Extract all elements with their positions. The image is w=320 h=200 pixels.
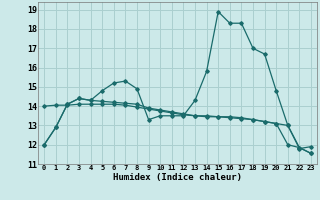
X-axis label: Humidex (Indice chaleur): Humidex (Indice chaleur) bbox=[113, 173, 242, 182]
